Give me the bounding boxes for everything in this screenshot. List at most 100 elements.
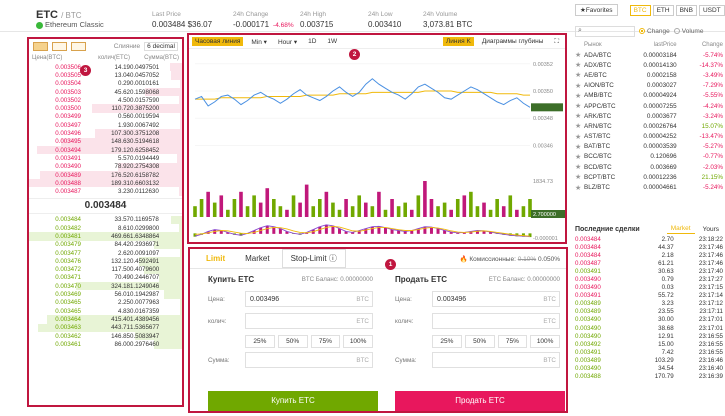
- market-search-input[interactable]: ⌕: [575, 25, 635, 37]
- sell-75-button[interactable]: 75%: [497, 335, 528, 348]
- ask-row[interactable]: 0.003502 4.50 0.0157590: [29, 96, 182, 105]
- market-row[interactable]: ★ BCPT/BTC 0.00012236 21.15%: [575, 172, 723, 182]
- bid-row[interactable]: 0.003484 33.57 0.1169578: [29, 215, 182, 225]
- ask-row[interactable]: 0.003490 78.92 0.2754308: [29, 162, 182, 171]
- tab-min[interactable]: Min ▾: [251, 38, 267, 46]
- tab-market[interactable]: Market: [245, 254, 270, 263]
- view-asks-icon[interactable]: [71, 41, 86, 51]
- bid-row[interactable]: 0.003482 8.61 0.0299800: [29, 224, 182, 233]
- star-icon[interactable]: ★: [575, 52, 582, 60]
- buy-sum-input[interactable]: [245, 352, 373, 368]
- bid-row[interactable]: 0.003472 117.50 0.4079600: [29, 265, 182, 274]
- bid-row[interactable]: 0.003476 132.12 0.4592491: [29, 257, 182, 266]
- market-row[interactable]: ★ AMB/BTC 0.00004924 -5.55%: [575, 91, 723, 101]
- market-row[interactable]: ★ APPC/BTC 0.00007255 -4.24%: [575, 101, 723, 111]
- star-icon[interactable]: ★: [575, 92, 582, 100]
- bid-row[interactable]: 0.003463 443.71 1.5365677: [29, 323, 182, 332]
- star-icon[interactable]: ★: [575, 103, 582, 111]
- tab-market-trades[interactable]: Market: [666, 224, 695, 234]
- star-icon[interactable]: ★: [575, 133, 582, 141]
- market-row[interactable]: ★ BCC/BTC 0.120696 -0.77%: [575, 152, 723, 162]
- star-icon[interactable]: ★: [575, 113, 582, 121]
- sell-25-button[interactable]: 25%: [432, 335, 462, 348]
- sell-100-button[interactable]: 100%: [530, 335, 560, 348]
- bid-row[interactable]: 0.003481 469.66 1.6348864: [29, 232, 182, 241]
- depth-chart-button[interactable]: Диаграммы глубины: [481, 38, 544, 45]
- ask-row[interactable]: 0.003497 1.93 0.0067492: [29, 121, 182, 130]
- star-icon[interactable]: ★: [575, 72, 582, 80]
- market-row[interactable]: ★ BCD/BTC 0.003669 -2.03%: [575, 162, 723, 172]
- buy-50-button[interactable]: 50%: [277, 335, 308, 348]
- market-row[interactable]: ★ BAT/BTC 0.00003539 -5.27%: [575, 142, 723, 152]
- buy-etc-button[interactable]: Купить ETC: [208, 391, 378, 411]
- ask-row[interactable]: 0.003495 148.63 0.5194618: [29, 137, 182, 146]
- bid-row[interactable]: 0.003470 324.18 1.1249046: [29, 282, 182, 291]
- star-icon[interactable]: ★: [575, 164, 582, 172]
- sell-price-input[interactable]: 0.003496: [432, 291, 560, 307]
- tab-your-trades[interactable]: Yours: [702, 225, 719, 233]
- bid-row[interactable]: 0.003469 56.01 0.1942987: [29, 290, 182, 299]
- help-icon[interactable]: ⓘ: [328, 254, 337, 263]
- market-row[interactable]: ★ ADX/BTC 0.00014130 -14.37%: [575, 60, 723, 70]
- decimals-select[interactable]: 6 decimal: [144, 41, 178, 51]
- bid-row[interactable]: 0.003464 415.40 1.4389456: [29, 315, 182, 324]
- bid-row[interactable]: 0.003465 4.83 0.0167359: [29, 307, 182, 316]
- star-icon[interactable]: ★: [575, 153, 582, 161]
- tab-eth[interactable]: ETH: [652, 4, 674, 16]
- ask-row[interactable]: 0.003488 189.31 0.6603132: [29, 179, 182, 188]
- tab-stop-limit[interactable]: Stop-Limit ⓘ: [281, 249, 346, 268]
- bid-row[interactable]: 0.003465 2.25 0.0077963: [29, 298, 182, 308]
- ask-row[interactable]: 0.003494 179.12 0.6258452: [29, 145, 182, 155]
- view-bids-icon[interactable]: [52, 41, 67, 51]
- buy-price-input[interactable]: 0.003496: [245, 291, 373, 307]
- bid-row[interactable]: 0.003471 70.49 0.2446707: [29, 273, 182, 283]
- tab-hour[interactable]: Hour ▾: [277, 38, 298, 46]
- tab-hour-line[interactable]: Часовая линия: [192, 37, 244, 46]
- bid-row[interactable]: 0.003477 2.62 0.0091097: [29, 248, 182, 258]
- tab-bnb[interactable]: BNB: [675, 4, 697, 16]
- sell-sum-input[interactable]: [432, 352, 560, 368]
- ask-row[interactable]: 0.003489 176.52 0.6158782: [29, 170, 182, 180]
- ask-row[interactable]: 0.003503 45.62 0.1598068: [29, 87, 182, 97]
- market-row[interactable]: ★ ADA/BTC 0.00003184 -5.74%: [575, 50, 723, 60]
- star-icon[interactable]: ★: [575, 184, 582, 192]
- star-icon[interactable]: ★: [575, 82, 582, 90]
- ask-row[interactable]: 0.003487 3.23 0.0112630: [29, 187, 182, 196]
- buy-75-button[interactable]: 75%: [310, 335, 341, 348]
- tab-limit[interactable]: Limit: [206, 254, 226, 263]
- bid-row[interactable]: 0.003479 84.42 0.2936971: [29, 240, 182, 249]
- market-row[interactable]: ★ ARN/BTC 0.00026764 15.07%: [575, 121, 723, 131]
- sell-50-button[interactable]: 50%: [464, 335, 495, 348]
- buy-25-button[interactable]: 25%: [245, 335, 275, 348]
- star-icon[interactable]: ★: [575, 143, 582, 151]
- market-row[interactable]: ★ ARK/BTC 0.0003677 -3.24%: [575, 111, 723, 121]
- market-row[interactable]: ★ BLZ/BTC 0.00004661 -5.24%: [575, 182, 723, 192]
- buy-100-button[interactable]: 100%: [343, 335, 373, 348]
- view-both-icon[interactable]: [33, 41, 48, 51]
- ask-row[interactable]: 0.003496 107.30 0.3751208: [29, 129, 182, 138]
- sell-etc-button[interactable]: Продать ETC: [395, 391, 565, 411]
- ask-row[interactable]: 0.003491 5.57 0.0194449: [29, 154, 182, 163]
- bid-row[interactable]: 0.003461 86.00 0.2976460: [29, 340, 182, 349]
- star-icon[interactable]: ★: [575, 123, 582, 131]
- favorites-tab[interactable]: ★Favorites: [575, 4, 618, 16]
- market-row[interactable]: ★ AION/BTC 0.0003027 -7.29%: [575, 81, 723, 91]
- buy-qty-input[interactable]: [245, 313, 373, 329]
- market-row[interactable]: ★ AST/BTC 0.00004252 -13.47%: [575, 132, 723, 142]
- kline-button[interactable]: Линия K: [443, 37, 474, 46]
- ask-row[interactable]: 0.003506 14.19 0.0497501: [29, 63, 182, 72]
- star-icon[interactable]: ★: [575, 174, 582, 182]
- star-icon[interactable]: ★: [575, 62, 582, 70]
- fullscreen-icon[interactable]: ⛶: [554, 37, 559, 45]
- tab-btc[interactable]: BTC: [629, 4, 651, 16]
- ask-row[interactable]: 0.003500 110.72 0.3875200: [29, 104, 182, 113]
- tab-usdt[interactable]: USDT: [698, 4, 725, 16]
- tab-1w[interactable]: 1W: [327, 38, 338, 45]
- bid-row[interactable]: 0.003462 146.85 0.5083947: [29, 331, 182, 341]
- ask-row[interactable]: 0.003505 13.04 0.0457052: [29, 71, 182, 80]
- radio-change[interactable]: Change: [639, 28, 670, 35]
- ask-row[interactable]: 0.003504 0.29 0.0010161: [29, 79, 182, 88]
- ask-row[interactable]: 0.003499 0.56 0.0019594: [29, 112, 182, 122]
- sell-qty-input[interactable]: [432, 313, 560, 329]
- market-row[interactable]: ★ AE/BTC 0.0002158 -3.49%: [575, 70, 723, 80]
